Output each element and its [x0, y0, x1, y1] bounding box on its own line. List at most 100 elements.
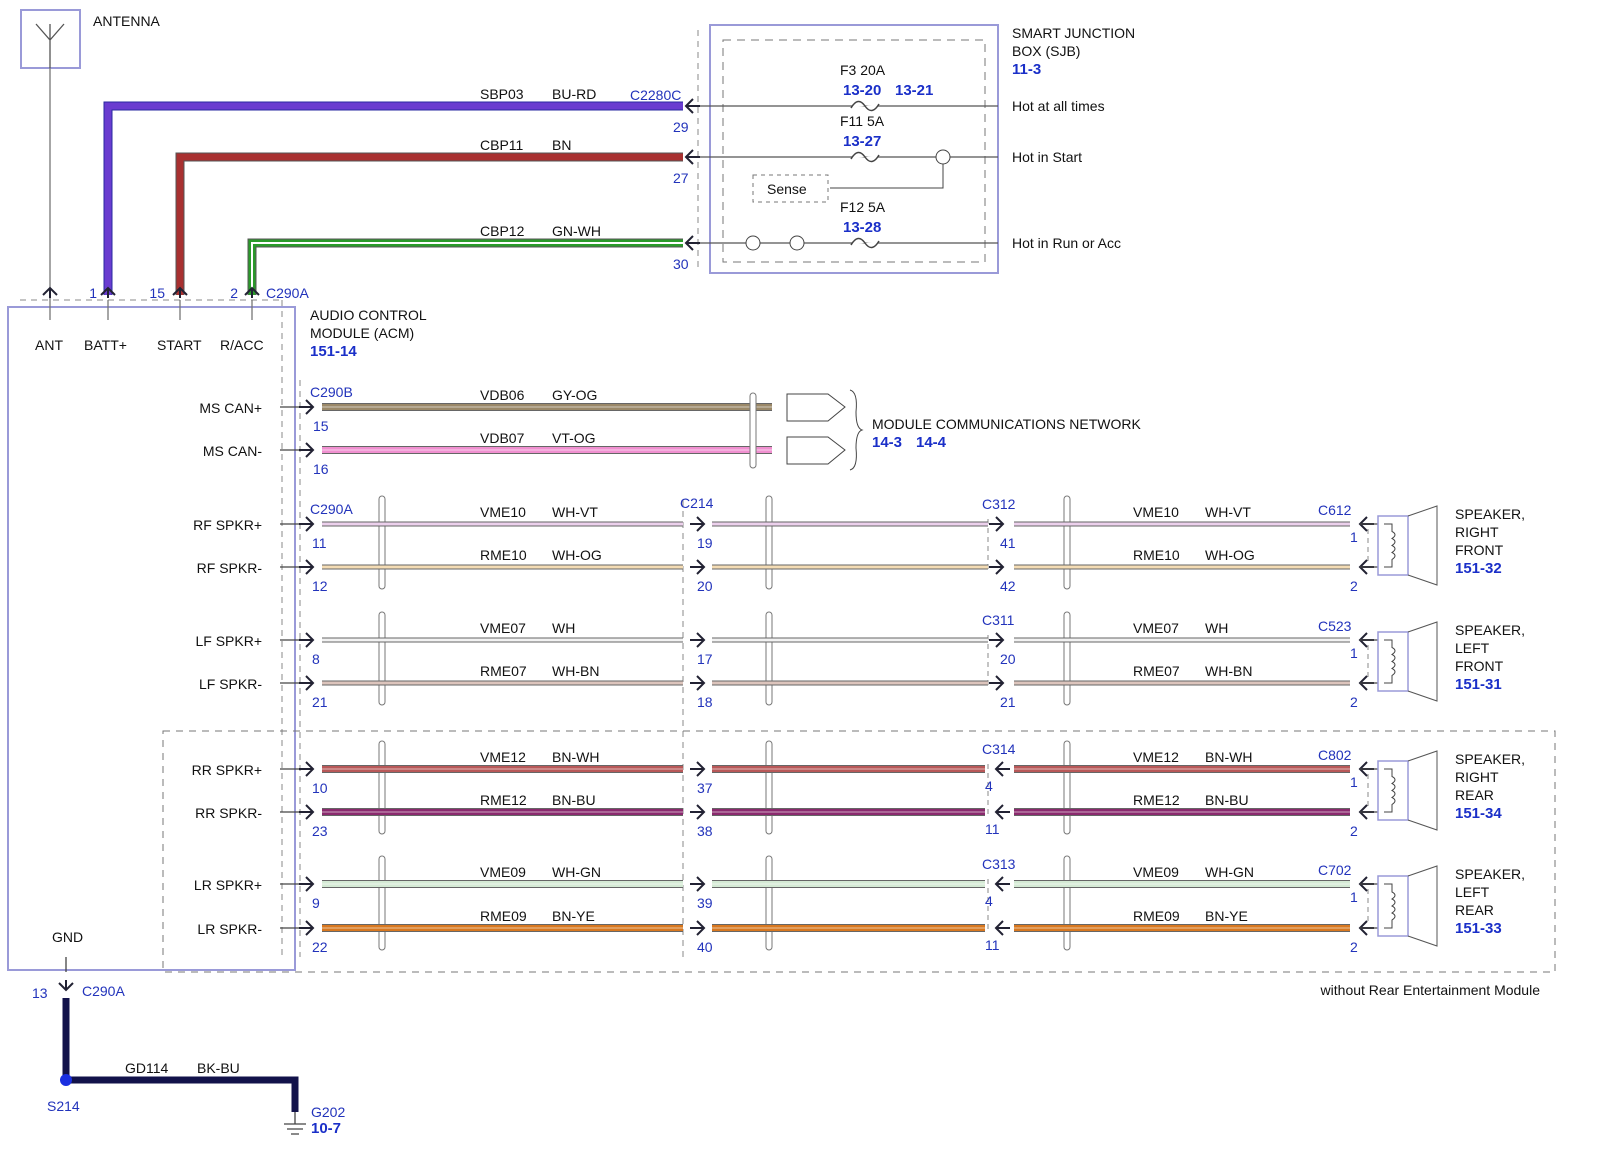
pin-number: 20 — [1000, 651, 1016, 667]
twisted-pair-icon — [765, 611, 773, 706]
acm-pin-label: ANT — [35, 337, 63, 353]
sjb-pin-number: 30 — [673, 256, 689, 272]
acm-pin-arrow-icon — [299, 632, 315, 648]
pin-number: 4 — [985, 893, 993, 909]
wire-color: WH-VT — [1205, 504, 1251, 520]
twisted-pair-icon — [765, 855, 773, 951]
splice-label: S214 — [47, 1098, 80, 1114]
speaker-name: LEFT — [1455, 884, 1490, 900]
sjb-title: BOX (SJB) — [1012, 43, 1080, 59]
ground-pin-number: 13 — [32, 985, 48, 1001]
can-pin-number: 16 — [313, 461, 329, 477]
sjb-pin-number: 27 — [673, 170, 689, 186]
speaker-ref-link: 151-34 — [1455, 805, 1502, 822]
c214-arrow-icon — [690, 632, 706, 648]
wire-color: WH-GN — [1205, 864, 1254, 880]
inline-connector-label: C312 — [982, 496, 1016, 512]
wire-color: GY-OG — [552, 387, 597, 403]
sense-label: Sense — [767, 181, 807, 197]
inline-arrow-icon — [994, 761, 1010, 777]
speaker-pin-label: LR SPKR- — [197, 921, 262, 937]
acm-pin-number: 1 — [89, 285, 97, 301]
pin-number: 42 — [1000, 578, 1016, 594]
inline-arrow-icon — [989, 559, 1005, 575]
speaker-pin-label: RF SPKR- — [197, 560, 263, 576]
sjb-title: SMART JUNCTION — [1012, 25, 1135, 41]
wire-color: WH — [552, 620, 575, 636]
circuit-id: VME09 — [480, 864, 526, 880]
can-pin-number: 15 — [313, 418, 329, 434]
twisted-pair-icon — [1063, 855, 1071, 951]
c214-arrow-icon — [690, 804, 706, 820]
circuit-id: RME10 — [480, 547, 527, 563]
fuse-ref-link: 13-28 — [843, 219, 881, 236]
speaker-connector-label: C523 — [1318, 618, 1352, 634]
wire-color: BN-BU — [552, 792, 596, 808]
twisted-pair-icon — [765, 740, 773, 835]
ground-point-label: G202 — [311, 1104, 345, 1120]
fuse-name: F11 5A — [840, 113, 885, 129]
circuit-id: RME12 — [480, 792, 527, 808]
can-pin-arrow-icon — [299, 399, 315, 415]
acm-title: AUDIO CONTROL — [310, 307, 427, 323]
circuit-id: RME07 — [480, 663, 527, 679]
wire-color: WH-BN — [552, 663, 599, 679]
speaker-name: SPEAKER, — [1455, 866, 1525, 882]
antenna-label: ANTENNA — [93, 13, 161, 29]
pin-number: 19 — [697, 535, 713, 551]
wire-color: BN-BU — [1205, 792, 1249, 808]
twisted-pair-icon — [378, 611, 386, 706]
brace-icon — [849, 389, 864, 471]
wire-color: WH-VT — [552, 504, 598, 520]
switch-contact-icon — [935, 149, 951, 165]
antenna-icon — [35, 23, 65, 68]
pin-number: 40 — [697, 939, 713, 955]
pin-number: 12 — [312, 578, 328, 594]
pin-number: 18 — [697, 694, 713, 710]
pin-number: 2 — [1350, 823, 1358, 839]
wire-color: VT-OG — [552, 430, 596, 446]
sjb-connector-label: C2280C — [630, 87, 681, 103]
pin-number: 22 — [312, 939, 328, 955]
pin-number: 11 — [985, 821, 1000, 837]
fuse-name: F12 5A — [840, 199, 886, 215]
splice-dot-icon — [60, 1074, 72, 1086]
wire-color: WH-OG — [1205, 547, 1255, 563]
acm-pin-arrow-icon — [299, 876, 315, 892]
wire-color: GN-WH — [552, 223, 601, 239]
wire-color: WH-GN — [552, 864, 601, 880]
inline-arrow-icon — [989, 675, 1005, 691]
twisted-pair-icon — [1063, 740, 1071, 835]
circuit-id: CBP12 — [480, 223, 525, 239]
acm-title: MODULE (ACM) — [310, 325, 414, 341]
speaker-magnet-icon — [1377, 875, 1409, 937]
rear-option-box — [162, 730, 1556, 973]
speaker-coil-icon — [1384, 768, 1396, 813]
ground-connector-label: C290A — [82, 983, 125, 999]
ground-wire — [62, 998, 299, 1112]
acm-box — [7, 306, 296, 971]
speaker-name: LEFT — [1455, 640, 1490, 656]
circuit-id: RME12 — [1133, 792, 1180, 808]
fuse-ref-link: 13-21 — [895, 82, 933, 99]
speaker-name: RIGHT — [1455, 524, 1499, 540]
sense-line — [830, 164, 944, 189]
can-pin-label: MS CAN+ — [199, 400, 262, 416]
speaker-ref-link: 151-33 — [1455, 920, 1502, 937]
circuit-id: CBP11 — [480, 137, 524, 153]
acm-pin-label: R/ACC — [220, 337, 264, 353]
circuit-id: VME12 — [1133, 749, 1179, 765]
twisted-pair-icon — [765, 495, 773, 590]
pin-number: 1 — [1350, 774, 1358, 790]
c214-arrow-icon — [690, 876, 706, 892]
circuit-id: RME09 — [480, 908, 527, 924]
circuit-id: VME07 — [480, 620, 526, 636]
ground-ref-link: 10-7 — [311, 1120, 341, 1137]
acm-ref: 151-14 — [310, 343, 357, 360]
pin-number: 38 — [697, 823, 713, 839]
pin-number: 9 — [312, 895, 320, 911]
fuse-ref-link: 13-20 — [843, 82, 881, 99]
pin-number: 39 — [697, 895, 713, 911]
circuit-id: RME07 — [1133, 663, 1180, 679]
acm-pin-number: 2 — [230, 285, 238, 301]
